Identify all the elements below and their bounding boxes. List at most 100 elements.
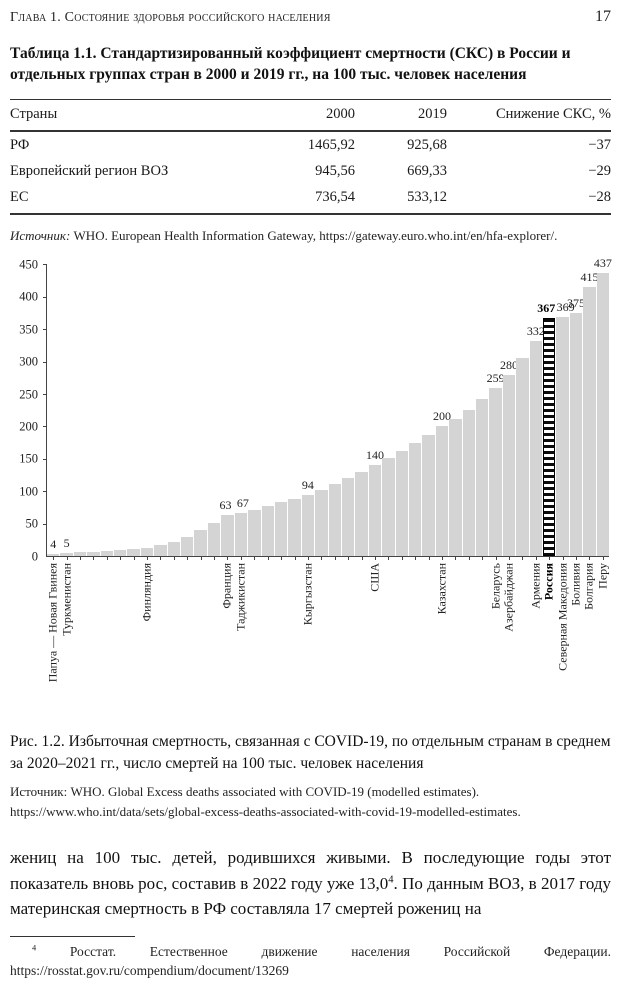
bar-cell: 94 Кыргызстан	[300, 265, 314, 625]
x-axis-tick	[374, 556, 376, 561]
bar-cell	[248, 265, 261, 561]
x-axis-country-label: Кыргызстан	[300, 563, 315, 626]
chapter-title: Глава 1. Состояние здоровья российского …	[10, 10, 331, 25]
running-header: Глава 1. Состояние здоровья российского …	[10, 8, 611, 26]
column-header: Страны	[10, 98, 210, 132]
table-cell: Европейский регион ВОЗ	[10, 162, 169, 179]
x-axis-tick	[602, 556, 604, 561]
bar-cell: 67 Таджикистан	[233, 265, 249, 631]
x-axis-tick	[307, 556, 309, 561]
table-row: Европейский регион ВОЗ 945,56 669,33 −29	[10, 158, 611, 184]
bar	[516, 358, 529, 557]
y-axis-tick-label: 250	[19, 386, 38, 401]
table-cell: 736,54	[210, 183, 355, 215]
x-axis-tick	[589, 556, 591, 561]
bar	[556, 316, 569, 557]
table-cell: −37	[588, 136, 611, 153]
x-axis-tick	[562, 556, 564, 561]
x-axis-country-label: Северная Македония	[555, 563, 570, 672]
chart-plot: 0 50 100 150 200 250 300 350 400 450 4 Папуа — Нова…	[19, 257, 612, 683]
bar-cell: 5 Туркменистан	[59, 265, 73, 636]
bar-cell: 200 Казахстан	[433, 265, 451, 614]
footnote-rule	[10, 935, 135, 937]
x-axis-tick	[428, 556, 430, 561]
x-axis-tick	[120, 556, 122, 561]
x-axis-tick	[227, 556, 229, 561]
x-axis-country-label: Казахстан	[434, 563, 449, 615]
bar-cell	[100, 265, 114, 561]
bar	[127, 549, 140, 557]
x-axis-tick	[522, 556, 524, 561]
bar-cell	[288, 265, 301, 561]
x-axis-tick	[468, 556, 470, 561]
y-axis-tick-label: 0	[31, 549, 38, 563]
bars-container: 4 Папуа — Новая Гвинея 5 Туркменистан Финлян…	[46, 257, 612, 683]
bar-cell: 280 Азербайджан	[500, 265, 518, 632]
bar	[502, 374, 516, 557]
table-cell: 533,12	[355, 183, 447, 215]
bar	[47, 553, 60, 557]
mortality-table: Страны 2000 2019 Снижение СКС, % РФ 1465,92 9…	[10, 98, 611, 215]
table-title: Таблица 1.1. Стандартизированный коэффиц…	[10, 45, 571, 84]
footnote-text: Росстат. Естественное движение населения…	[10, 943, 611, 979]
y-axis-tick	[43, 329, 47, 331]
x-axis-tick	[482, 556, 484, 561]
bar-cell: 4 Папуа — Новая Гвинея	[46, 265, 60, 683]
bar	[60, 553, 73, 557]
bar	[476, 399, 489, 557]
x-axis-tick	[281, 556, 283, 561]
bar	[140, 547, 154, 557]
table-row: ЕС 736,54 533,12 −28	[10, 183, 611, 215]
bar	[315, 490, 328, 557]
x-axis-tick	[147, 556, 149, 561]
x-axis-tick	[361, 556, 363, 561]
bar	[154, 545, 167, 557]
bar-value-label: 332	[526, 323, 545, 338]
bar-cell	[127, 265, 140, 561]
x-axis-country-label: Беларусь	[488, 563, 503, 610]
bar	[87, 551, 100, 557]
footnote-number: 4	[32, 943, 37, 953]
footnote-marker: 4	[388, 874, 394, 886]
bar	[167, 541, 181, 557]
bar-cell	[462, 265, 475, 561]
bar-cell	[341, 265, 355, 561]
x-axis-tick	[415, 556, 417, 561]
x-axis-tick	[509, 556, 511, 561]
bar	[261, 506, 274, 557]
table-cell: РФ	[10, 136, 30, 153]
bar-cell: 369 Северная Македония	[555, 265, 575, 671]
y-axis-tick	[43, 361, 47, 363]
y-axis-tick	[43, 394, 47, 396]
source-text: WHO. European Health Information Gateway…	[70, 227, 558, 243]
source-label: Источник:	[10, 784, 68, 800]
x-axis-tick	[321, 556, 323, 561]
x-axis-tick	[267, 556, 269, 561]
bar	[529, 340, 543, 557]
bar-cell	[449, 265, 462, 561]
x-axis-country-label: Болгария	[581, 563, 596, 611]
bar-russia-highlighted	[543, 318, 556, 557]
bar-cell	[516, 265, 529, 561]
bar-cell	[154, 265, 167, 561]
bar-cell: Финляндия	[139, 265, 154, 622]
footnote: 4 Росстат. Естественное движение населен…	[10, 942, 611, 981]
x-axis-tick	[214, 556, 216, 561]
bar	[234, 512, 248, 557]
bar-cell: 259 Беларусь	[487, 265, 505, 609]
y-axis-tick-label: 400	[19, 289, 38, 304]
y-axis-tick-label: 450	[19, 257, 38, 271]
bar-cell	[114, 265, 127, 561]
excess-mortality-chart: 0 50 100 150 200 250 300 350 400 450 4 Папуа — Нова…	[10, 257, 612, 717]
x-axis-country-label: США	[367, 563, 382, 593]
bar	[274, 502, 288, 557]
y-axis-tick	[43, 523, 47, 525]
x-axis-country-label: Азербайджан	[501, 563, 516, 632]
bar-cell	[382, 265, 395, 561]
bar	[114, 550, 127, 557]
table-cell: 669,33	[407, 162, 447, 179]
bar-cell	[194, 265, 207, 561]
column-header: 2019	[355, 98, 447, 132]
bar-cell	[395, 265, 408, 561]
bar	[73, 552, 87, 557]
